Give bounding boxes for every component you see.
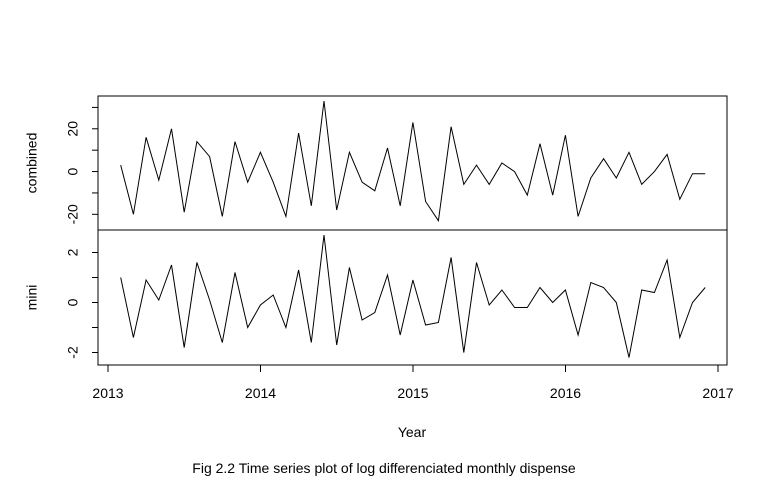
panel-frame [97,229,728,366]
figure-caption: Fig 2.2 Time series plot of log differen… [192,460,576,476]
y-tick-label: 20 [65,121,81,137]
panel-frame [97,95,728,231]
y-tick-label: -2 [65,346,81,359]
panel-mini: -2 0 2 mini [24,229,728,366]
x-tick-label: 2013 [92,385,123,401]
y-tick-label: 2 [65,248,81,256]
panel-combined: -20 0 20 combined [24,95,728,231]
x-axis-title: Year [398,424,427,440]
y-tick-label: 0 [65,167,81,175]
x-axis: 2013 2014 2015 2016 2017 [92,364,734,401]
series-line [120,234,706,358]
y-tick-label: -20 [65,204,81,224]
x-tick-label: 2017 [702,385,733,401]
y-axis-title: combined [24,133,40,194]
x-tick-label: 2015 [397,385,428,401]
y-axis-title: mini [24,285,40,311]
x-tick-label: 2014 [245,385,276,401]
x-tick-label: 2016 [550,385,581,401]
y-tick-label: 0 [65,298,81,306]
series-line [120,100,706,223]
